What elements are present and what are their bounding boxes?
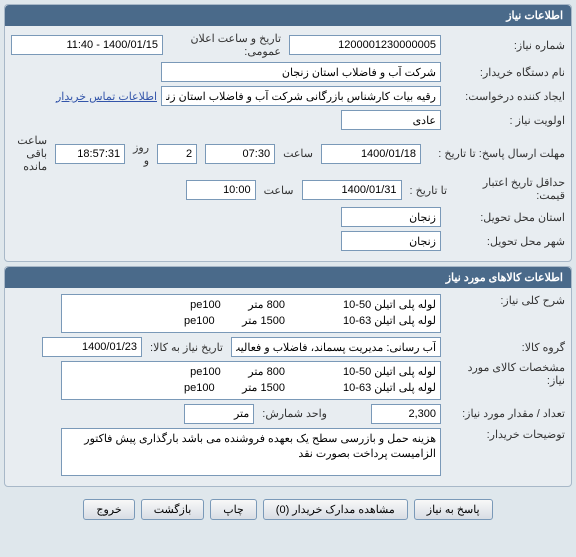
- row-creator: ایجاد کننده درخواست: اطلاعات تماس خریدار: [11, 86, 565, 106]
- deadline-label: مهلت ارسال پاسخ: تا تاریخ :: [425, 147, 565, 160]
- buyer-org-label: نام دستگاه خریدار:: [445, 66, 565, 79]
- row-city: شهر محل تحویل:: [11, 231, 565, 251]
- row-province: استان محل تحویل:: [11, 207, 565, 227]
- row-qty: تعداد / مقدار مورد نیاز: واحد شمارش:: [11, 404, 565, 424]
- respond-button[interactable]: پاسخ به نیاز: [414, 499, 493, 520]
- back-button[interactable]: بازگشت: [141, 499, 205, 520]
- creator-label: ایجاد کننده درخواست:: [445, 90, 565, 103]
- countdown-field[interactable]: [55, 144, 125, 164]
- print-button[interactable]: چاپ: [210, 499, 257, 520]
- goods-info-panel: اطلاعات کالاهای مورد نیاز شرح کلی نیاز: …: [4, 266, 572, 487]
- button-row: پاسخ به نیاز مشاهده مدارک خریدار (0) چاپ…: [0, 491, 576, 524]
- need-number-field[interactable]: [289, 35, 441, 55]
- announce-label: تاریخ و ساعت اعلان عمومی:: [167, 32, 285, 58]
- buyer-notes-field[interactable]: هزینه حمل و بازرسی سطح یک بعهده فروشنده …: [61, 428, 441, 476]
- view-docs-button[interactable]: مشاهده مدارک خریدار (0): [263, 499, 408, 520]
- creator-field[interactable]: [161, 86, 441, 106]
- priority-field[interactable]: [341, 110, 441, 130]
- days-label: روز و: [129, 141, 153, 167]
- row-validity: حداقل تاریخ اعتبار قیمت: تا تاریخ : ساعت: [11, 177, 565, 203]
- province-field[interactable]: [341, 207, 441, 227]
- group-field[interactable]: [231, 337, 441, 357]
- time-label-1: ساعت: [279, 147, 317, 160]
- announce-field[interactable]: [11, 35, 163, 55]
- min-validity-label: حداقل تاریخ اعتبار قیمت:: [455, 177, 565, 203]
- row-deadline: مهلت ارسال پاسخ: تا تاریخ : ساعت روز و س…: [11, 134, 565, 173]
- group-label: گروه کالا:: [445, 341, 565, 354]
- qty-field[interactable]: [371, 404, 441, 424]
- city-field[interactable]: [341, 231, 441, 251]
- province-label: استان محل تحویل:: [445, 211, 565, 224]
- city-label: شهر محل تحویل:: [445, 235, 565, 248]
- qty-label: تعداد / مقدار مورد نیاز:: [445, 407, 565, 420]
- buyer-notes-label: توضیحات خریدار:: [445, 428, 565, 441]
- panel1-body: شماره نیاز: تاریخ و ساعت اعلان عمومی: نا…: [5, 26, 571, 261]
- validity-time-field[interactable]: [186, 180, 256, 200]
- deadline-time-field[interactable]: [205, 144, 275, 164]
- unit-label: واحد شمارش:: [258, 407, 367, 420]
- exit-button[interactable]: خروج: [83, 499, 134, 520]
- row-buyer-notes: توضیحات خریدار: هزینه حمل و بازرسی سطح ی…: [11, 428, 565, 476]
- spec-field[interactable]: لوله پلی اتیلن 50-10 800 متر pe100 لوله …: [61, 361, 441, 400]
- need-info-panel: اطلاعات نیاز شماره نیاز: تاریخ و ساعت اع…: [4, 4, 572, 262]
- time-label-2: ساعت: [260, 184, 298, 197]
- row-general-desc: شرح کلی نیاز: لوله پلی اتیلن 50-10 800 م…: [11, 294, 565, 333]
- panel1-header: اطلاعات نیاز: [5, 5, 571, 26]
- general-desc-field[interactable]: لوله پلی اتیلن 50-10 800 متر pe100 لوله …: [61, 294, 441, 333]
- row-spec: مشخصات کالای مورد نیاز: لوله پلی اتیلن 5…: [11, 361, 565, 400]
- remaining-label: ساعت باقی مانده: [11, 134, 51, 173]
- panel2-header: اطلاعات کالاهای مورد نیاز: [5, 267, 571, 288]
- general-desc-label: شرح کلی نیاز:: [445, 294, 565, 307]
- need-number-label: شماره نیاز:: [445, 39, 565, 52]
- need-date-field[interactable]: [42, 337, 142, 357]
- row-buyer-org: نام دستگاه خریدار:: [11, 62, 565, 82]
- spec-label: مشخصات کالای مورد نیاز:: [445, 361, 565, 387]
- row-priority: اولویت نیاز :: [11, 110, 565, 130]
- panel2-body: شرح کلی نیاز: لوله پلی اتیلن 50-10 800 م…: [5, 288, 571, 486]
- validity-date-field[interactable]: [302, 180, 402, 200]
- min-validity-label-text: حداقل تاریخ اعتبار قیمت:: [483, 177, 565, 202]
- unit-field[interactable]: [184, 404, 254, 424]
- deadline-date-field[interactable]: [321, 144, 421, 164]
- to-date-label: تا تاریخ :: [406, 184, 451, 197]
- priority-label: اولویت نیاز :: [445, 114, 565, 127]
- days-remaining-field[interactable]: [157, 144, 197, 164]
- row-group: گروه کالا: تاریخ نیاز به کالا:: [11, 337, 565, 357]
- buyer-org-field[interactable]: [161, 62, 441, 82]
- row-need-number: شماره نیاز: تاریخ و ساعت اعلان عمومی:: [11, 32, 565, 58]
- contact-link[interactable]: اطلاعات تماس خریدار: [56, 90, 157, 103]
- need-date-label: تاریخ نیاز به کالا:: [146, 341, 227, 354]
